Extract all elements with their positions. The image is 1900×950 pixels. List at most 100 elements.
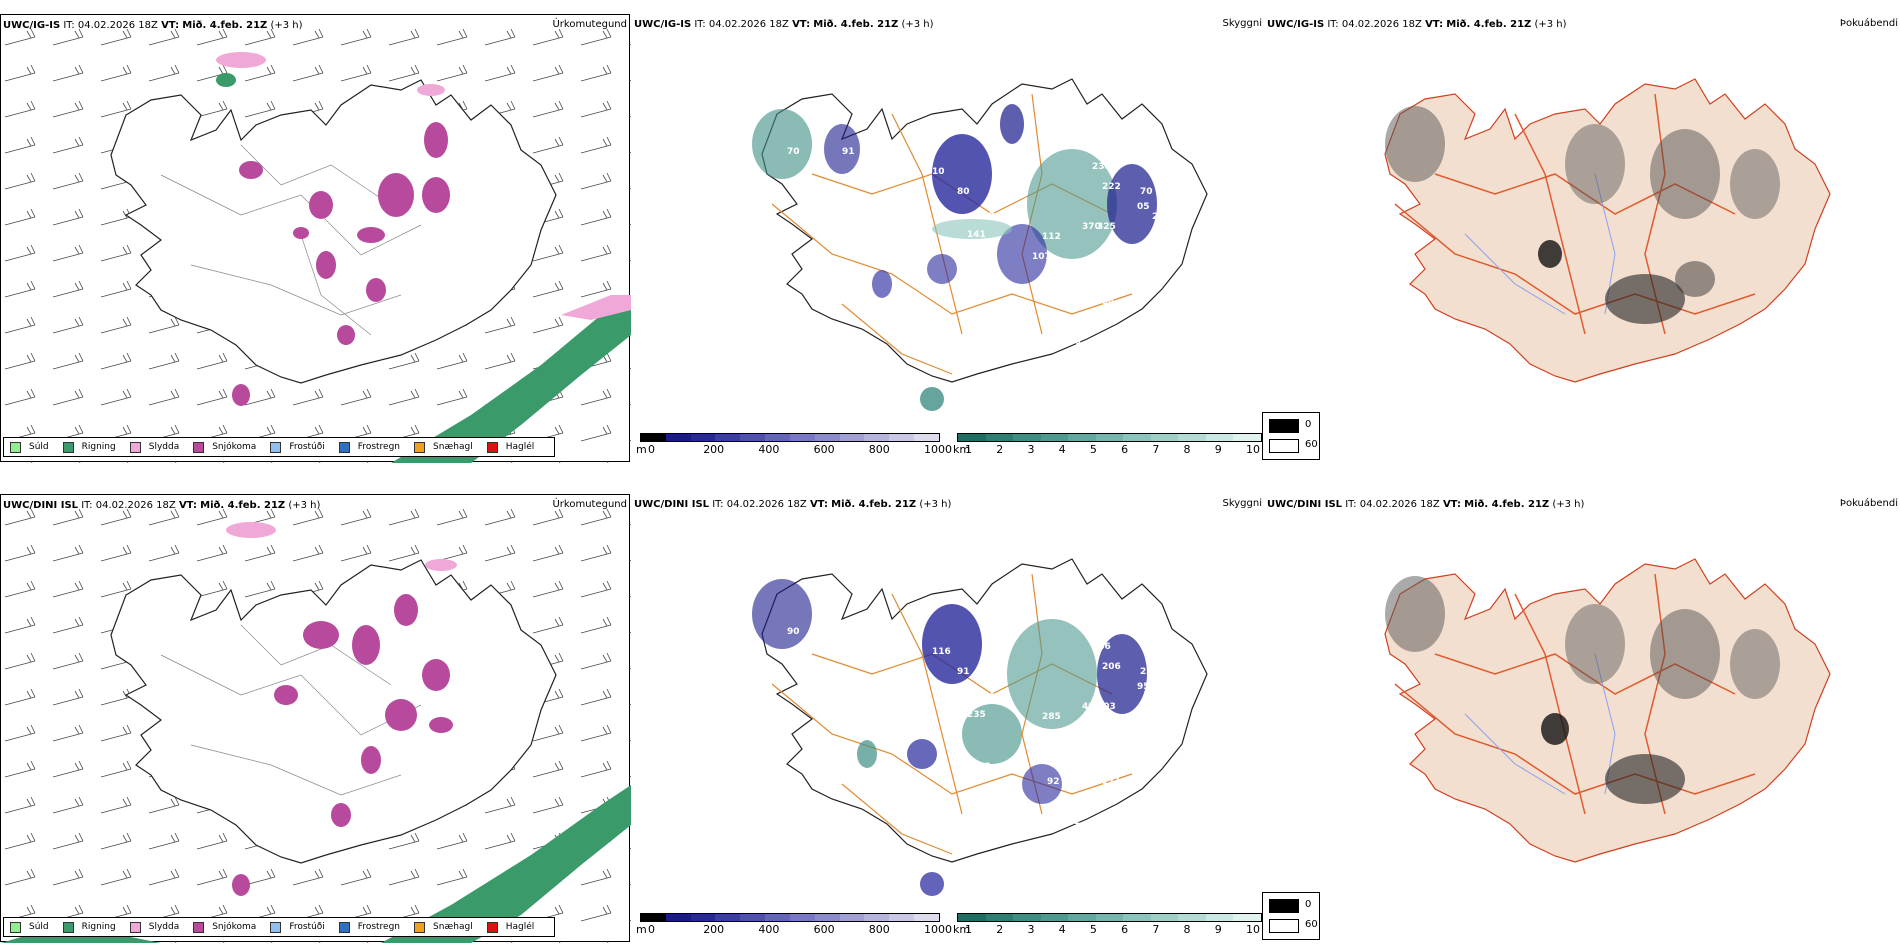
fog-panel-top: UWC/IG-IS IT: 04.02.2026 18Z VT: Mið. 4.… xyxy=(1265,14,1900,462)
legend-swatch xyxy=(193,921,205,933)
visibility-value-label: 141 xyxy=(1067,772,1086,782)
visibility-tick-label: 1 xyxy=(965,923,972,936)
elevation-colorbar xyxy=(640,913,940,922)
legend-swatch xyxy=(62,441,74,453)
precip-type-panel-bottom: UWC/DINI ISL IT: 04.02.2026 18Z VT: Mið.… xyxy=(0,494,631,943)
legend-item: Slydda xyxy=(129,921,180,933)
legend-label: Snjókoma xyxy=(212,442,257,452)
visibility-color-step xyxy=(1205,914,1234,921)
legend-item: Haglél xyxy=(486,441,535,453)
panel-title: UWC/DINI ISL IT: 04.02.2026 18Z VT: Mið.… xyxy=(634,499,952,510)
elevation-color-step xyxy=(740,434,766,441)
visibility-value-label: 90 xyxy=(787,627,800,637)
fog-panel-bottom: UWC/DINI ISL IT: 04.02.2026 18Z VT: Mið.… xyxy=(1265,494,1900,942)
visibility-color-step xyxy=(1068,434,1096,441)
legend-label: Snæhagl xyxy=(433,922,473,932)
visibility-value-label: 122 xyxy=(1142,272,1161,282)
precip-map-bottom xyxy=(1,495,631,943)
visibility-value-label: 116 xyxy=(1062,337,1081,347)
colorbars-bottom: m 0 200 400 600 800 1000 km 1 2 3 4 5 6 7 8 9 10 xyxy=(632,913,1272,939)
legend-label: Frostregn xyxy=(357,442,401,452)
legend-item: Frostregn xyxy=(338,921,400,933)
elevation-color-step xyxy=(864,434,890,441)
visibility-color-step xyxy=(1123,914,1151,921)
elevation-color-step xyxy=(814,434,840,441)
elevation-tick-label: 800 xyxy=(868,923,890,936)
legend-item: Snæhagl xyxy=(414,921,473,933)
elevation-unit: m xyxy=(636,923,647,936)
elevation-color-step xyxy=(789,914,815,921)
visibility-tick-label: 10 xyxy=(1246,443,1260,456)
legend-swatch xyxy=(270,441,282,453)
legend-item: Súld xyxy=(10,921,49,933)
visibility-tick-label: 6 xyxy=(1121,443,1129,456)
visibility-unit: km xyxy=(953,443,971,456)
legend-label: Rigning xyxy=(81,442,116,452)
elevation-color-step xyxy=(864,914,890,921)
visibility-value-label: 102 xyxy=(1062,817,1081,827)
fog-map-bottom xyxy=(1384,558,1831,863)
visibility-value-label: 10 xyxy=(932,167,945,177)
elevation-tick-label: 600 xyxy=(813,923,835,936)
legend-item: Rigning xyxy=(62,921,116,933)
visibility-tick-label: 5 xyxy=(1089,443,1097,456)
visibility-tick-label: 10 xyxy=(1246,923,1260,936)
visibility-color-step xyxy=(958,914,986,921)
visibility-color-step xyxy=(1040,434,1069,441)
visibility-tick-label: 7 xyxy=(1152,923,1160,936)
elevation-color-step xyxy=(740,914,766,921)
visibility-tick-label: 2 xyxy=(996,443,1004,456)
visibility-value-label: 161 xyxy=(1142,762,1161,772)
visibility-value-label: 112 xyxy=(1042,232,1061,242)
visibility-color-step xyxy=(958,434,986,441)
fog-label-0: 0 xyxy=(1305,899,1312,910)
visibility-color-step xyxy=(1013,914,1041,921)
visibility-value-label: 62 xyxy=(972,282,985,292)
visibility-value-label: 72 xyxy=(1152,692,1165,702)
legend-item: Súld xyxy=(10,441,49,453)
fog-label-60: 60 xyxy=(1305,919,1318,930)
visibility-color-step xyxy=(985,914,1014,921)
visibility-unit: km xyxy=(953,923,971,936)
legend-swatch xyxy=(486,441,498,453)
visibility-value-label: 23 xyxy=(1140,667,1153,677)
visibility-tick-label: 9 xyxy=(1214,443,1222,456)
visibility-panel-bottom: 90 65 72 91 116 146 235 285 127 92 141 171 102 206 246… xyxy=(632,494,1262,942)
elevation-tick-label: 1000 xyxy=(924,443,952,456)
visibility-tick-label: 4 xyxy=(1058,923,1066,936)
visibility-value-label: 67 xyxy=(1142,732,1155,742)
visibility-value-label: 116 xyxy=(932,647,951,657)
visibility-value-label: 69 xyxy=(1007,782,1020,792)
legend-item: Frostúði xyxy=(270,921,325,933)
visibility-value-label: 498 xyxy=(1067,292,1086,302)
visibility-color-step xyxy=(1013,434,1041,441)
elevation-unit: m xyxy=(636,443,647,456)
legend-label: Súld xyxy=(29,442,49,452)
legend-item: Haglél xyxy=(486,921,534,933)
elevation-color-step xyxy=(839,914,865,921)
legend-label: Súld xyxy=(29,922,49,932)
visibility-tick-label: 3 xyxy=(1027,443,1035,456)
legend-label: Slydda xyxy=(148,922,180,932)
legend-label: Snæhagl xyxy=(433,442,473,452)
visibility-value-label: 67 xyxy=(1142,752,1155,762)
panel-title: UWC/IG-IS IT: 04.02.2026 18Z VT: Mið. 4.… xyxy=(1267,19,1567,30)
fog-legend-top: 0 60 xyxy=(1262,412,1320,460)
legend-swatch xyxy=(414,441,426,453)
fog-map-top xyxy=(1384,78,1831,383)
legend-label: Frostúði xyxy=(289,922,325,932)
elevation-tick-label: 400 xyxy=(758,443,780,456)
fog-swatch-60 xyxy=(1269,919,1299,933)
visibility-value-label: 65 xyxy=(842,627,855,637)
legend-swatch xyxy=(338,921,350,933)
visibility-color-step xyxy=(1233,434,1262,441)
elevation-color-step xyxy=(690,434,716,441)
elevation-color-step xyxy=(641,434,666,441)
colorbars-top: m 0 200 400 600 800 1000 km 1 2 3 4 5 6 7 8 9 10 xyxy=(632,433,1272,459)
elevation-color-step xyxy=(839,434,865,441)
legend-item: Frostúði xyxy=(270,441,325,453)
legend-label: Haglél xyxy=(505,442,535,452)
legend-item: Slydda xyxy=(129,441,179,453)
visibility-value-label: 70 xyxy=(1140,187,1153,197)
elevation-tick-label: 200 xyxy=(703,923,725,936)
